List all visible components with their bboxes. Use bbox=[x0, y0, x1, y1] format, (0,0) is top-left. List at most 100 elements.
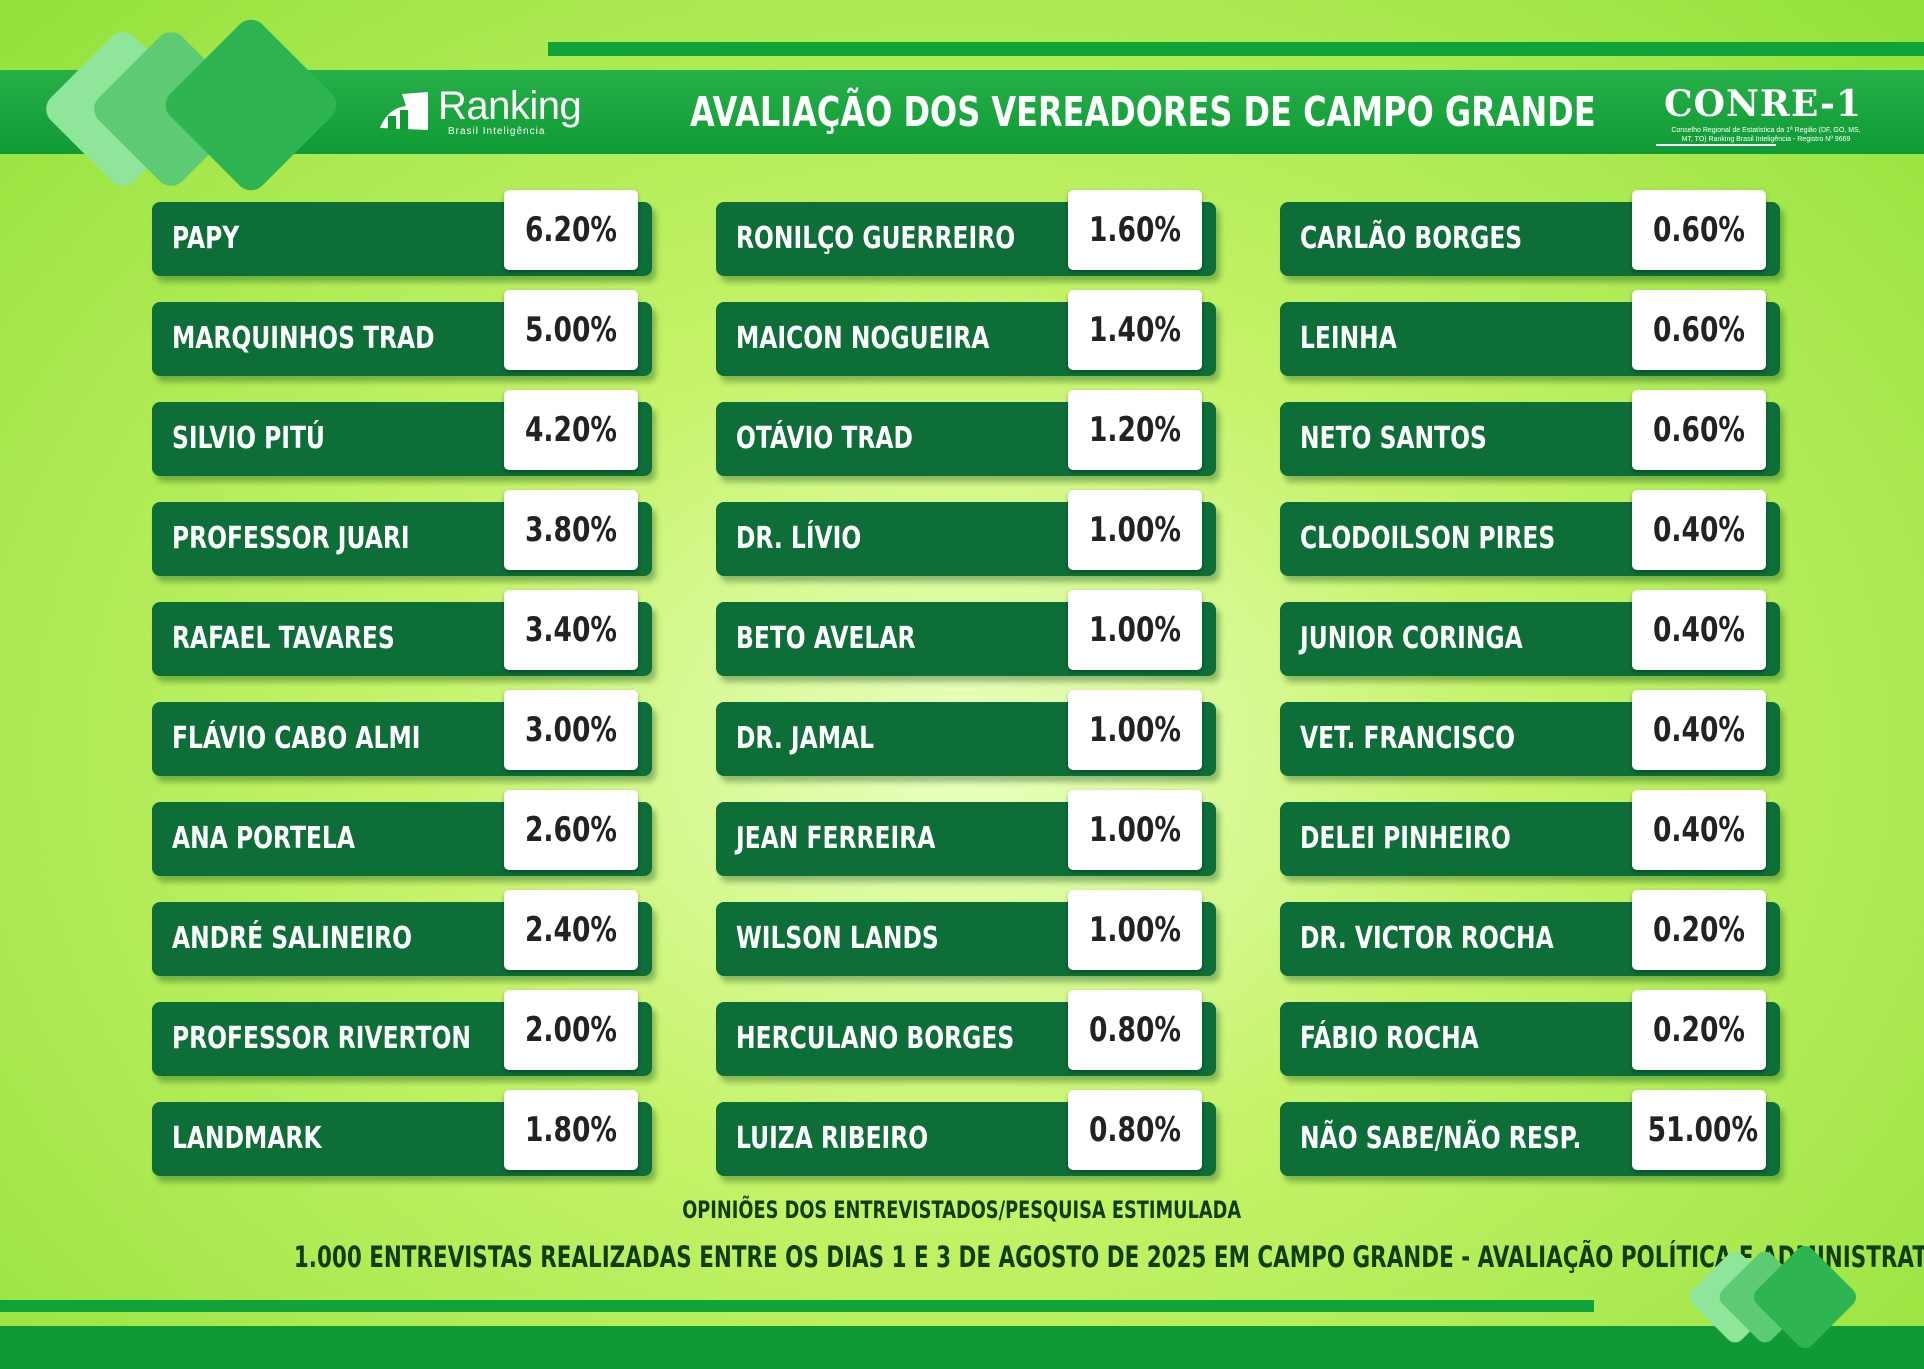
percentage-label: 0.80% bbox=[1088, 1010, 1182, 1050]
candidate-row: LANDMARK 1.80% bbox=[152, 1090, 652, 1186]
candidate-percentage: 2.40% bbox=[504, 890, 638, 970]
candidate-row: LEINHA 0.60% bbox=[1280, 290, 1780, 386]
candidate-name: OTÁVIO TRAD bbox=[736, 421, 913, 456]
percentage-label: 0.60% bbox=[1652, 310, 1746, 350]
candidate-percentage: 0.80% bbox=[1068, 1090, 1202, 1170]
candidate-percentage: 0.40% bbox=[1632, 790, 1766, 870]
candidate-name: DR. LÍVIO bbox=[736, 521, 862, 556]
candidate-row: SILVIO PITÚ 4.20% bbox=[152, 390, 652, 486]
candidate-percentage: 51.00% bbox=[1632, 1090, 1766, 1170]
candidate-name: DR. VICTOR ROCHA bbox=[1300, 921, 1554, 956]
ranking-logo: Ranking Brasil Inteligência bbox=[378, 84, 582, 140]
candidate-percentage: 1.00% bbox=[1068, 890, 1202, 970]
percentage-label: 5.00% bbox=[524, 310, 618, 350]
candidate-row: DR. LÍVIO 1.00% bbox=[716, 490, 1216, 586]
candidate-percentage: 1.00% bbox=[1068, 790, 1202, 870]
candidate-row: MARQUINHOS TRAD 5.00% bbox=[152, 290, 652, 386]
candidate-name: VET. FRANCISCO bbox=[1300, 721, 1516, 756]
candidate-percentage: 0.80% bbox=[1068, 990, 1202, 1070]
candidate-percentage: 0.20% bbox=[1632, 990, 1766, 1070]
percentage-label: 1.00% bbox=[1088, 510, 1182, 550]
percentage-label: 0.40% bbox=[1652, 510, 1746, 550]
candidate-name: FLÁVIO CABO ALMI bbox=[172, 721, 421, 756]
candidate-name: RAFAEL TAVARES bbox=[172, 621, 395, 656]
candidate-percentage: 0.40% bbox=[1632, 690, 1766, 770]
percentage-label: 2.60% bbox=[524, 810, 618, 850]
bottom-band bbox=[0, 1326, 1924, 1369]
candidate-name: DELEI PINHEIRO bbox=[1300, 821, 1511, 856]
candidate-name: RONILÇO GUERREIRO bbox=[736, 221, 1016, 256]
candidate-row: FLÁVIO CABO ALMI 3.00% bbox=[152, 690, 652, 786]
candidate-row: MAICON NOGUEIRA 1.40% bbox=[716, 290, 1216, 386]
candidate-name: PAPY bbox=[172, 221, 240, 256]
percentage-label: 4.20% bbox=[524, 410, 618, 450]
percentage-label: 1.60% bbox=[1088, 210, 1182, 250]
percentage-label: 0.80% bbox=[1088, 1110, 1182, 1150]
bottom-accent-line bbox=[0, 1300, 1594, 1312]
percentage-label: 1.00% bbox=[1088, 810, 1182, 850]
candidate-name: CLODOILSON PIRES bbox=[1300, 521, 1556, 556]
candidate-percentage: 2.00% bbox=[504, 990, 638, 1070]
ranking-logo-word: Ranking bbox=[438, 84, 582, 128]
candidate-row: PROFESSOR JUARI 3.80% bbox=[152, 490, 652, 586]
candidate-percentage: 2.60% bbox=[504, 790, 638, 870]
candidate-row: LUIZA RIBEIRO 0.80% bbox=[716, 1090, 1216, 1186]
ranking-logo-sub: Brasil Inteligência bbox=[448, 126, 546, 137]
candidate-name: NETO SANTOS bbox=[1300, 421, 1487, 456]
candidate-row: PROFESSOR RIVERTON 2.00% bbox=[152, 990, 652, 1086]
candidate-percentage: 0.20% bbox=[1632, 890, 1766, 970]
percentage-label: 1.00% bbox=[1088, 910, 1182, 950]
conre-logo-word: CONRE-1 bbox=[1664, 83, 1862, 125]
candidate-percentage: 0.40% bbox=[1632, 490, 1766, 570]
candidate-row: RONILÇO GUERREIRO 1.60% bbox=[716, 190, 1216, 286]
percentage-label: 0.60% bbox=[1652, 410, 1746, 450]
candidate-percentage: 0.60% bbox=[1632, 190, 1766, 270]
candidate-name: PROFESSOR JUARI bbox=[172, 521, 410, 556]
candidate-name: LUIZA RIBEIRO bbox=[736, 1121, 929, 1156]
percentage-label: 0.40% bbox=[1652, 810, 1746, 850]
candidate-percentage: 3.40% bbox=[504, 590, 638, 670]
candidate-percentage: 4.20% bbox=[504, 390, 638, 470]
candidate-name: JUNIOR CORINGA bbox=[1300, 621, 1523, 656]
percentage-label: 1.00% bbox=[1088, 710, 1182, 750]
candidate-percentage: 3.80% bbox=[504, 490, 638, 570]
candidate-row: BETO AVELAR 1.00% bbox=[716, 590, 1216, 686]
candidate-name: WILSON LANDS bbox=[736, 921, 939, 956]
percentage-label: 1.00% bbox=[1088, 610, 1182, 650]
candidate-percentage: 0.60% bbox=[1632, 390, 1766, 470]
percentage-label: 0.20% bbox=[1652, 910, 1746, 950]
percentage-label: 2.00% bbox=[524, 1010, 618, 1050]
candidate-name: PROFESSOR RIVERTON bbox=[172, 1021, 471, 1056]
candidate-name: CARLÃO BORGES bbox=[1300, 221, 1523, 256]
candidate-percentage: 1.40% bbox=[1068, 290, 1202, 370]
candidate-row: CARLÃO BORGES 0.60% bbox=[1280, 190, 1780, 286]
candidate-name: NÃO SABE/NÃO RESP. bbox=[1300, 1121, 1582, 1156]
survey-type-note: OPINIÕES DOS ENTREVISTADOS/PESQUISA ESTI… bbox=[682, 1196, 1242, 1224]
percentage-label: 51.00% bbox=[1647, 1110, 1759, 1150]
ranking-bars-icon bbox=[380, 92, 428, 130]
page-title: AVALIAÇÃO DOS VEREADORES DE CAMPO GRANDE bbox=[690, 88, 1596, 136]
percentage-label: 6.20% bbox=[524, 210, 618, 250]
percentage-label: 0.40% bbox=[1652, 610, 1746, 650]
candidate-row: NETO SANTOS 0.60% bbox=[1280, 390, 1780, 486]
candidate-row: CLODOILSON PIRES 0.40% bbox=[1280, 490, 1780, 586]
candidate-row: WILSON LANDS 1.00% bbox=[716, 890, 1216, 986]
candidate-percentage: 1.20% bbox=[1068, 390, 1202, 470]
candidate-percentage: 5.00% bbox=[504, 290, 638, 370]
candidate-row: NÃO SABE/NÃO RESP. 51.00% bbox=[1280, 1090, 1780, 1186]
percentage-label: 1.40% bbox=[1088, 310, 1182, 350]
percentage-label: 1.20% bbox=[1088, 410, 1182, 450]
candidate-percentage: 3.00% bbox=[504, 690, 638, 770]
candidate-row: FÁBIO ROCHA 0.20% bbox=[1280, 990, 1780, 1086]
candidate-name: JEAN FERREIRA bbox=[736, 821, 936, 856]
percentage-label: 0.40% bbox=[1652, 710, 1746, 750]
candidate-row: ANA PORTELA 2.60% bbox=[152, 790, 652, 886]
candidate-name: LANDMARK bbox=[172, 1121, 322, 1156]
candidate-row: DELEI PINHEIRO 0.40% bbox=[1280, 790, 1780, 886]
candidate-row: JEAN FERREIRA 1.00% bbox=[716, 790, 1216, 886]
percentage-label: 2.40% bbox=[524, 910, 618, 950]
conre-logo: CONRE-1 Conselho Regional de Estatística… bbox=[1656, 82, 1866, 148]
candidate-percentage: 1.00% bbox=[1068, 590, 1202, 670]
candidate-row: OTÁVIO TRAD 1.20% bbox=[716, 390, 1216, 486]
candidate-percentage: 0.60% bbox=[1632, 290, 1766, 370]
